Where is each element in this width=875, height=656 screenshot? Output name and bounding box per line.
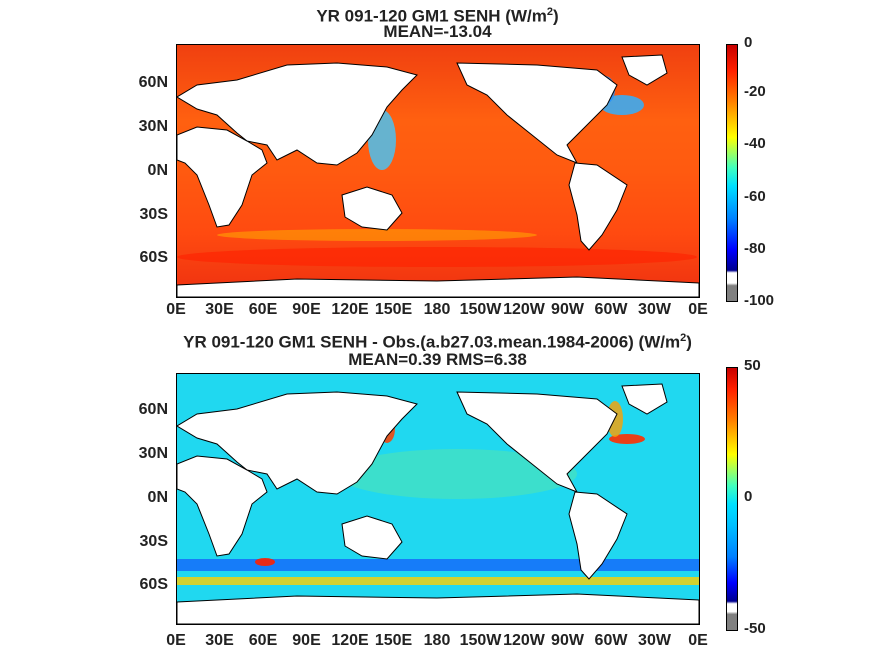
top-lon-label: 30W — [638, 301, 671, 318]
bottom-lon-label: 90E — [292, 632, 321, 649]
top-lon-label: 120E — [331, 301, 369, 318]
bottom-cbar-tick-2: -50 — [744, 620, 766, 637]
bottom-lon-label: 0E — [166, 632, 186, 649]
top-cbar-tick-0: 0 — [744, 34, 753, 51]
bottom-panel: YR 091-120 GM1 SENH - Obs.(a.b27.03.mean… — [0, 320, 875, 656]
top-title-text: YR 091-120 GM1 SENH (W/m — [316, 6, 547, 26]
top-panel-title: YR 091-120 GM1 SENH (W/m2) — [0, 2, 875, 27]
bottom-antarctica — [177, 593, 699, 624]
bottom-lon-label: 120W — [503, 632, 545, 649]
bottom-tropical-green — [337, 449, 577, 499]
bottom-lat-0n: 0N — [147, 489, 168, 506]
bottom-continents — [177, 383, 699, 624]
bottom-south-america — [568, 491, 628, 580]
top-lat-60n: 60N — [138, 74, 168, 91]
top-lon-label: 150W — [459, 301, 502, 318]
top-lon-label: 0E — [688, 301, 708, 318]
bottom-eurasia — [177, 391, 418, 495]
top-panel: YR 091-120 GM1 SENH (W/m2) MEAN=-13.04 — [0, 0, 875, 320]
bottom-title-sup: 2 — [680, 332, 687, 344]
top-greenland — [621, 54, 668, 86]
top-lat-30n: 30N — [138, 118, 168, 135]
bottom-lat-60s: 60S — [139, 576, 168, 593]
bottom-lat-30n: 30N — [138, 445, 168, 462]
top-lon-label: 0E — [166, 301, 186, 318]
top-africa — [177, 126, 268, 228]
top-antarctica — [177, 276, 699, 297]
top-lon-label: 150E — [374, 301, 413, 318]
top-eurasia — [177, 62, 418, 166]
bottom-title-suffix: ) — [686, 332, 692, 352]
top-lat-30s: 30S — [139, 206, 168, 223]
bottom-southern-blue — [177, 559, 699, 571]
bottom-lat-60n: 60N — [138, 401, 168, 418]
top-cbar-tick-5: -100 — [744, 292, 775, 309]
top-southern-band — [177, 247, 697, 267]
bottom-map — [176, 373, 700, 625]
bottom-sa-red — [255, 558, 275, 566]
top-lon-label: 90W — [551, 301, 584, 318]
bottom-colorbar — [726, 367, 738, 631]
bottom-lon-label: 90W — [551, 632, 584, 649]
top-north-america — [456, 62, 618, 164]
bottom-panel-mean: MEAN=0.39 RMS=6.38 — [348, 350, 527, 369]
top-lon-label: 60W — [594, 301, 628, 318]
bottom-lon-label: 150W — [459, 632, 502, 649]
bottom-map-svg — [177, 374, 699, 624]
bottom-title-text: YR 091-120 GM1 SENH - Obs.(a.b27.03.mean… — [183, 332, 681, 352]
bottom-australia — [341, 515, 403, 560]
top-map-svg — [177, 45, 699, 297]
bottom-lon-label: 30E — [205, 632, 234, 649]
top-map — [176, 44, 700, 298]
top-australia — [341, 186, 403, 231]
bottom-cbar-tick-0: 50 — [744, 357, 761, 374]
bottom-north-america — [456, 391, 618, 493]
top-lat-0n: 0N — [147, 162, 168, 179]
bottom-lon-label: 120E — [331, 632, 369, 649]
top-lon-label: 30E — [205, 301, 234, 318]
top-title-sup: 2 — [546, 6, 553, 18]
bottom-panel-title: YR 091-120 GM1 SENH - Obs.(a.b27.03.mean… — [0, 328, 875, 353]
bottom-lon-label: 60W — [594, 632, 628, 649]
top-panel-mean: MEAN=-13.04 — [383, 22, 492, 41]
top-cbar-tick-4: -80 — [744, 240, 766, 257]
bottom-lon-label: 60E — [248, 632, 278, 649]
bottom-lat-30s: 30S — [139, 533, 168, 550]
top-lon-label: 60E — [248, 301, 278, 318]
bottom-cbar-tick-1: 0 — [744, 488, 753, 505]
bottom-southern-yellow — [177, 577, 699, 585]
top-cbar-tick-2: -40 — [744, 135, 766, 152]
top-yellow-band — [217, 229, 537, 241]
top-south-america — [568, 162, 628, 251]
top-lon-label: 90E — [292, 301, 321, 318]
bottom-lon-label: 180 — [423, 632, 451, 649]
top-lat-60s: 60S — [139, 249, 168, 266]
top-cbar-tick-1: -20 — [744, 83, 766, 100]
bottom-lon-label: 30W — [638, 632, 671, 649]
bottom-lon-label: 150E — [374, 632, 413, 649]
top-title-suffix: ) — [552, 6, 559, 26]
bottom-greenland — [621, 383, 668, 415]
bottom-gulfstream — [609, 434, 645, 444]
bottom-lon-label: 0E — [688, 632, 708, 649]
top-cbar-tick-3: -60 — [744, 188, 766, 205]
top-lon-label: 120W — [503, 301, 545, 318]
top-colorbar — [726, 44, 738, 302]
top-lon-label: 180 — [423, 301, 451, 318]
bottom-africa — [177, 455, 268, 557]
top-continents — [177, 54, 699, 297]
